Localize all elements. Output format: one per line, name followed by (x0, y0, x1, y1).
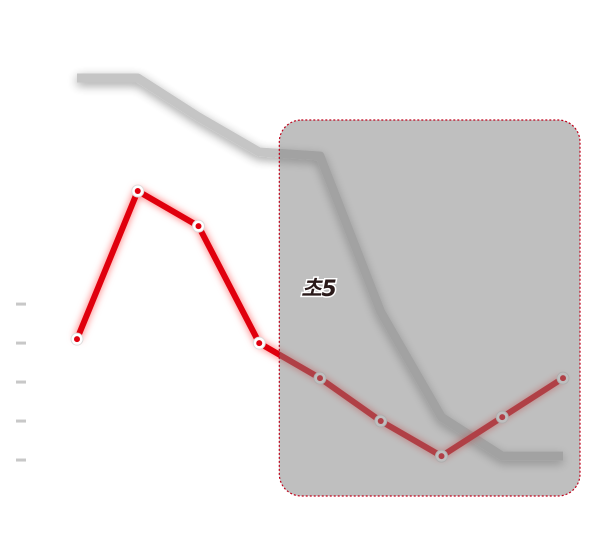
annotation: 초5 (301, 277, 337, 302)
marker (131, 184, 145, 198)
marker (252, 336, 266, 350)
marker-dot (256, 340, 263, 347)
marker (70, 332, 84, 346)
marker-dot (74, 336, 80, 343)
highlight-box (278, 119, 581, 497)
marker-dot (134, 188, 141, 195)
marker-dot (195, 223, 202, 230)
marker (192, 219, 205, 233)
